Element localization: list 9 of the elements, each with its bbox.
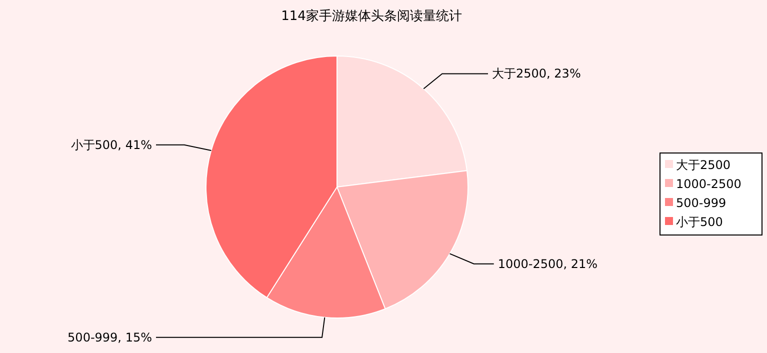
data-label: 1000-2500, 21% [498,256,598,271]
legend-label: 1000-2500 [676,177,742,191]
data-label: 500-999, 15% [68,330,152,344]
chart-title: 114家手游媒体头条阅读量统计 [281,8,462,24]
legend-label: 大于2500 [676,158,731,172]
legend-label: 小于500 [676,215,723,229]
data-label: 大于2500, 23% [492,66,581,81]
data-label: 小于500, 41% [70,138,152,152]
legend-label: 500-999 [676,196,726,210]
